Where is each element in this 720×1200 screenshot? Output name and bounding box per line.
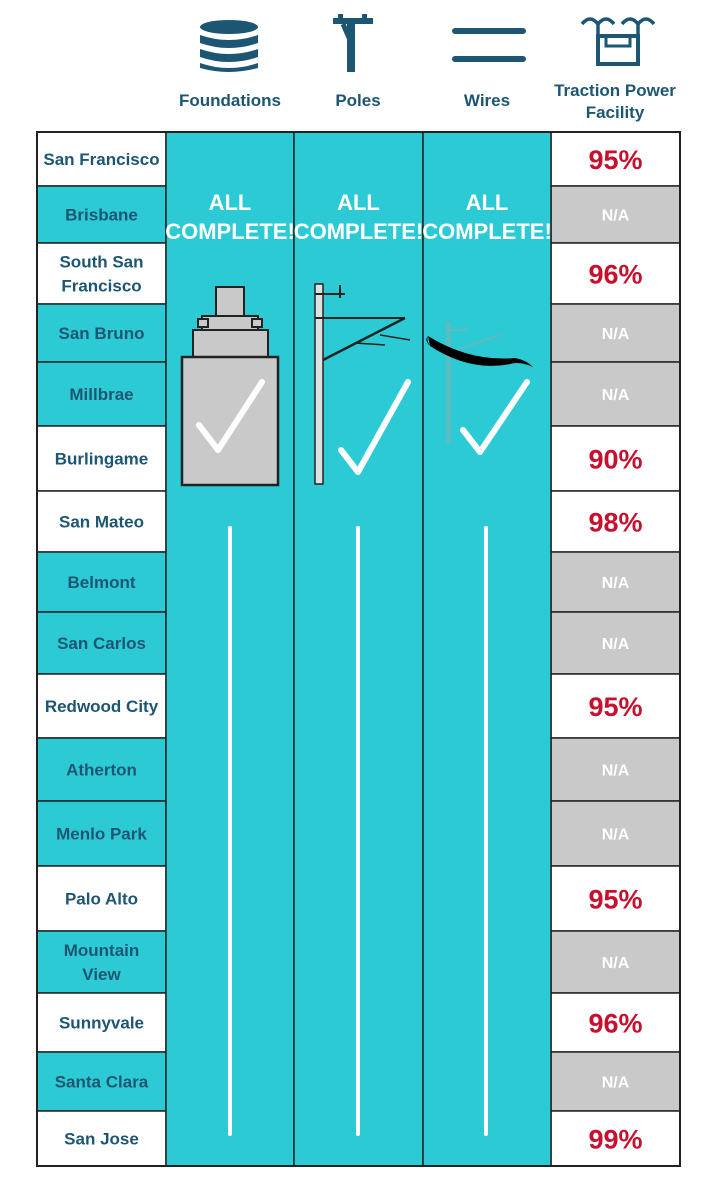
tpf-percent-label: 99%	[588, 1125, 642, 1155]
tpf-na-label: N/A	[602, 208, 630, 225]
wires-illustration	[426, 322, 533, 455]
tpf-cell-menlo-park	[550, 800, 681, 867]
city-label: Sunnyvale	[59, 1014, 144, 1033]
tpf-cell-san-jose	[550, 1110, 681, 1167]
tpf-cell-santa-clara	[550, 1051, 681, 1112]
city-label: Millbrae	[69, 385, 133, 404]
city-cell-millbrae	[36, 361, 167, 427]
city-label: Burlingame	[55, 450, 149, 469]
city-label: Mountain View	[64, 941, 140, 984]
table-border	[36, 131, 681, 1167]
all-complete-label: COMPLETE!	[422, 219, 552, 244]
tpf-cell-palo-alto	[550, 865, 681, 932]
tpf-percent-label: 95%	[588, 885, 642, 915]
pole-illustration	[314, 283, 411, 485]
tpf-percent-label: 95%	[588, 692, 642, 722]
tpf-na-label: N/A	[602, 1075, 630, 1092]
tpf-na-label: N/A	[602, 387, 630, 404]
city-cell-san-jose	[36, 1110, 167, 1167]
city-label: San Francisco	[43, 150, 159, 169]
tpf-cell-sunnyvale	[550, 992, 681, 1053]
traction-power-facility-icon	[580, 17, 656, 66]
city-label: Atherton	[66, 761, 137, 780]
column-header-foundations: Foundations	[179, 91, 281, 110]
tpf-cell-san-mateo	[550, 490, 681, 553]
tpf-cell-south-san-francisco	[550, 242, 681, 305]
tpf-na-label: N/A	[602, 955, 630, 972]
tpf-na-label: N/A	[602, 827, 630, 844]
column-header-wires: Wires	[463, 91, 511, 110]
tpf-percent-label: 96%	[588, 260, 642, 290]
tpf-percent-label: 98%	[588, 508, 642, 538]
tpf-na-label: N/A	[602, 575, 630, 592]
all-complete-label: ALL	[337, 190, 380, 215]
all-complete-label: COMPLETE!	[165, 219, 295, 244]
city-cell-san-bruno	[36, 303, 167, 363]
city-cell-san-mateo	[36, 490, 167, 553]
city-cell-atherton	[36, 737, 167, 802]
city-label: South San Francisco	[59, 253, 143, 296]
foundation-icon	[200, 20, 258, 72]
city-cell-redwood-city	[36, 673, 167, 739]
all-complete-label: ALL	[209, 190, 252, 215]
column-header-traction-power-facility: Traction Power Facility	[554, 81, 676, 122]
tpf-na-label: N/A	[602, 326, 630, 343]
tpf-cell-san-bruno	[550, 303, 681, 363]
city-label: San Carlos	[57, 634, 146, 653]
pole-icon	[333, 14, 373, 72]
all-complete-label: COMPLETE!	[294, 219, 424, 244]
city-cell-san-carlos	[36, 611, 167, 675]
tpf-cell-brisbane	[550, 185, 681, 244]
column-header-poles: Poles	[335, 91, 381, 110]
city-label: San Bruno	[59, 324, 145, 343]
city-label: Brisbane	[65, 206, 138, 225]
all-complete-label: ALL	[466, 190, 509, 215]
city-label: Belmont	[68, 573, 136, 592]
tpf-na-label: N/A	[602, 763, 630, 780]
tpf-na-label: N/A	[602, 636, 630, 653]
city-label: Santa Clara	[55, 1073, 149, 1092]
tpf-percent-label: 95%	[588, 145, 642, 175]
foundation-illustration	[180, 286, 280, 487]
city-label: San Mateo	[59, 513, 144, 532]
city-label: San Jose	[64, 1130, 139, 1149]
wires-icon	[452, 28, 526, 62]
city-label: Menlo Park	[56, 825, 147, 844]
city-label: Redwood City	[45, 697, 159, 716]
tpf-percent-label: 96%	[588, 1009, 642, 1039]
tpf-percent-label: 90%	[588, 445, 642, 475]
city-label: Palo Alto	[65, 890, 138, 909]
